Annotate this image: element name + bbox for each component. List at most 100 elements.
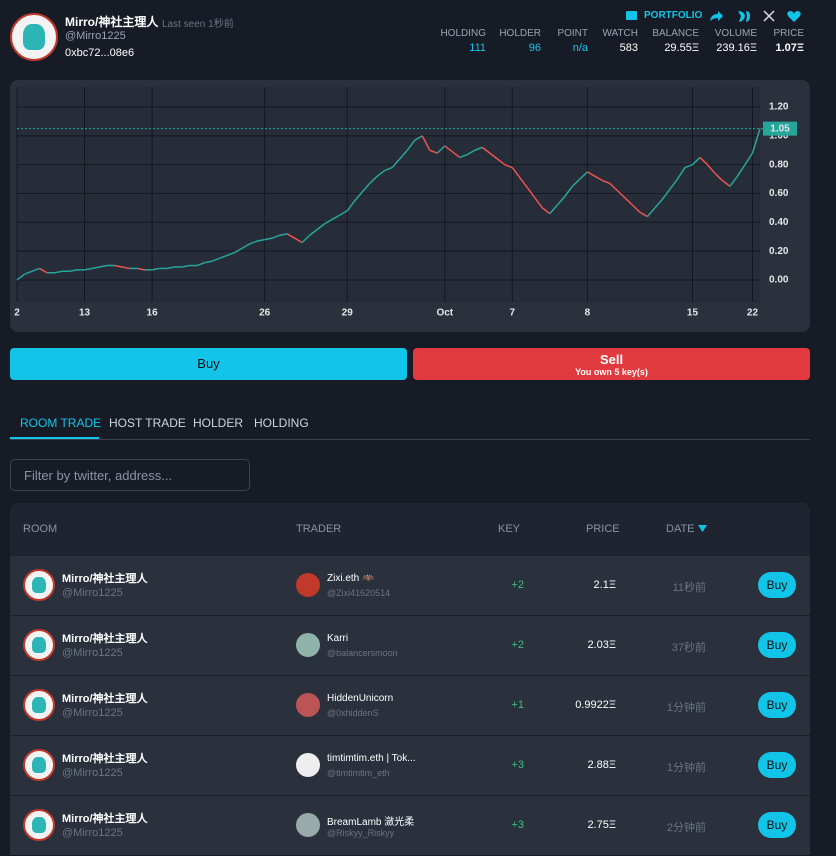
price-segment	[421, 135, 431, 151]
tab[interactable]: ROOM TRADE	[20, 416, 102, 430]
price-segment	[136, 267, 145, 271]
column-header: PRICE	[586, 523, 620, 535]
address[interactable]: 0xbc72...08e6	[65, 47, 135, 59]
avatar	[10, 13, 58, 61]
trader-avatar	[296, 813, 320, 837]
trader-name[interactable]: Karri	[327, 633, 349, 644]
buy-button[interactable]: Buy	[758, 692, 796, 718]
price: 2.03Ξ	[587, 639, 616, 651]
room-name: Mirro/神社主理人	[62, 693, 148, 705]
x-tick-label: 26	[259, 308, 271, 319]
sell-label: Sell	[599, 352, 624, 367]
price-segment	[99, 264, 108, 268]
room-avatar	[23, 569, 55, 601]
stat-label: HOLDING	[440, 28, 486, 39]
sell-button[interactable]: Sell You own 5 key(s)	[413, 348, 810, 380]
price-segment	[339, 210, 348, 216]
trader-handle: @timtimtim_eth	[327, 768, 390, 778]
buy-button[interactable]: Buy	[758, 752, 796, 778]
buy-button[interactable]: Buy	[10, 348, 407, 380]
x-tick-label: 22	[747, 308, 759, 319]
price-segment	[376, 169, 386, 177]
room-handle: @Mirro1225	[62, 587, 123, 599]
sort-icon[interactable]	[698, 525, 708, 533]
y-tick-label: 1.00	[769, 130, 789, 141]
price-segment	[534, 197, 543, 209]
room-handle: @Mirro1225	[62, 767, 123, 779]
trader-handle: @Zixi41620514	[327, 588, 391, 598]
price-segment	[294, 237, 303, 244]
trader-avatar	[296, 753, 320, 777]
price-segment	[271, 234, 280, 239]
buy-button[interactable]: Buy	[758, 632, 796, 658]
social-icons[interactable]	[708, 8, 804, 24]
x-tick-label: 7	[510, 308, 516, 319]
price-segment	[609, 182, 618, 192]
price: 2.88Ξ	[587, 759, 616, 771]
tab[interactable]: HOST TRADE	[109, 416, 186, 430]
price-segment	[706, 164, 716, 174]
price-segment	[624, 197, 633, 206]
buy-button[interactable]: Buy	[758, 572, 796, 598]
room-avatar	[23, 749, 55, 781]
price: 2.1Ξ	[593, 579, 616, 591]
y-tick-label: 0.20	[769, 246, 789, 257]
user-handle: @Mirro1225	[65, 30, 126, 42]
stat-value: 29.55Ξ	[664, 42, 699, 54]
price-segment	[669, 178, 679, 190]
price-segment	[316, 223, 326, 231]
trader-handle: @balancersmoon	[327, 648, 398, 658]
price-segment	[399, 149, 408, 160]
y-tick-label: 1.20	[769, 102, 789, 113]
buy-label: Buy	[197, 356, 220, 371]
x-tick-label: 15	[687, 308, 699, 319]
table-header	[10, 503, 810, 555]
last-seen: Last seen 1秒前	[162, 19, 234, 30]
price-segment	[451, 151, 461, 159]
price-segment	[751, 128, 761, 154]
y-tick-label: 0.40	[769, 217, 789, 228]
filter-input[interactable]: Filter by twitter, address...	[10, 459, 250, 491]
user-name: Mirro/神社主理人	[65, 15, 159, 29]
price-segment	[519, 177, 528, 189]
trader-avatar	[296, 633, 320, 657]
trader-name[interactable]: HiddenUnicorn	[327, 693, 394, 704]
tab[interactable]: HOLDING	[254, 416, 309, 430]
x-tick-label: 29	[342, 308, 354, 319]
price-segment	[354, 191, 363, 202]
plot-area	[17, 87, 760, 302]
price-segment	[594, 175, 603, 182]
price-segment	[166, 266, 175, 270]
price-segment	[429, 149, 438, 154]
price-segment	[384, 166, 393, 172]
price-chart: 0.00 0.20 0.40 0.60 0.80 1.00 1.20 2 13 16 26 29 Oct…	[10, 80, 810, 332]
price-segment	[444, 145, 453, 153]
portfolio-link[interactable]: PORTFOLIO	[644, 10, 703, 21]
price-segment	[241, 243, 251, 249]
price-segment	[226, 251, 235, 257]
price-segment	[714, 172, 723, 182]
price-segment	[474, 146, 483, 151]
tab[interactable]: HOLDER	[193, 416, 244, 430]
price-segment	[91, 266, 100, 270]
room-name: Mirro/神社主理人	[62, 813, 148, 825]
price-segment	[391, 158, 401, 169]
column-header[interactable]: DATE	[666, 523, 695, 535]
key-amount: +3	[511, 759, 524, 771]
price-segment	[84, 267, 93, 271]
trader-name[interactable]: timtimtim.eth | Tok...	[327, 753, 416, 764]
trader-name[interactable]: Zixi.eth 🦇	[327, 573, 375, 584]
trade-row: Mirro/神社主理人 @Mirro1225 timtimtim.eth | Tok…	[10, 735, 810, 795]
y-tick-label: 0.00	[769, 275, 789, 286]
buy-button[interactable]: Buy	[758, 812, 796, 838]
trader-handle: @0xhiddenS	[327, 708, 379, 718]
price-segment	[196, 261, 205, 267]
stat-label: HOLDER	[499, 28, 541, 39]
trader-name[interactable]: BreamLamb 瀲光柔	[327, 817, 415, 828]
tab-divider	[10, 439, 810, 440]
date: 11秒前	[672, 582, 706, 594]
price-segment	[369, 175, 378, 184]
stat-label: WATCH	[602, 28, 638, 39]
price-segment	[602, 179, 611, 185]
